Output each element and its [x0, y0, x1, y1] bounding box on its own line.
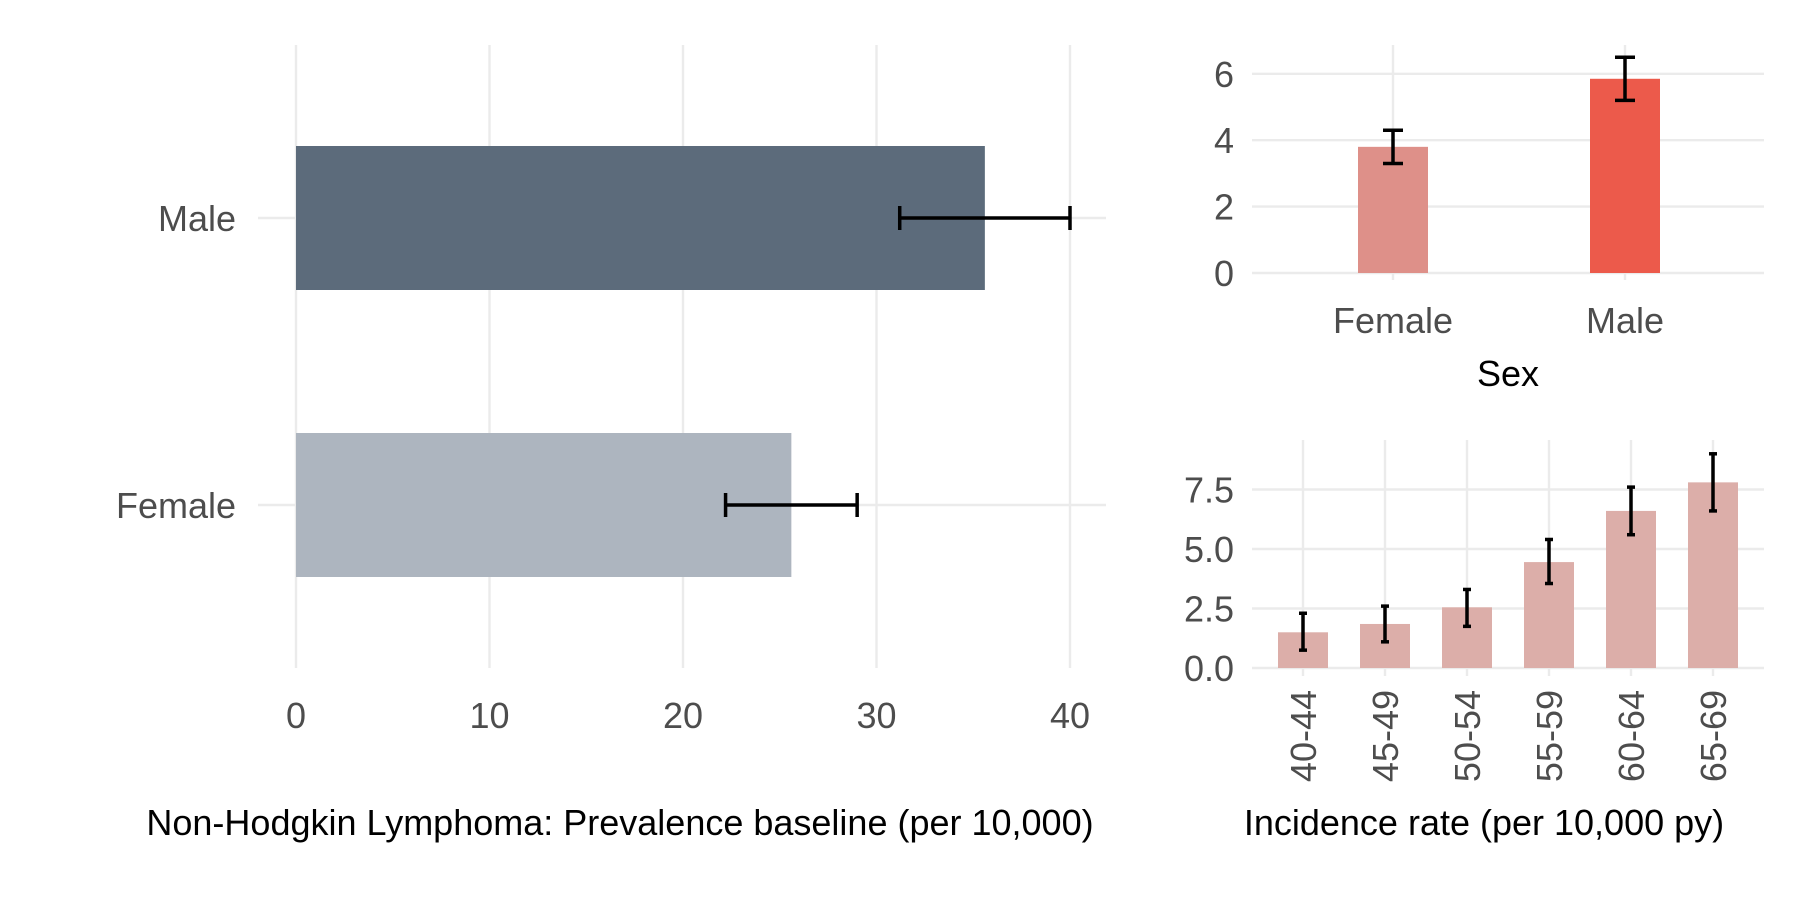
x-tick-label: 20: [663, 695, 703, 736]
x-tick-label: 65-69: [1693, 690, 1734, 782]
y-tick-label: 2: [1214, 187, 1234, 228]
y-tick-label: 6: [1214, 54, 1234, 95]
prevalence-x-axis-title: Non-Hodgkin Lymphoma: Prevalence baselin…: [146, 802, 1093, 843]
x-tick-label: 40: [1050, 695, 1090, 736]
y-tick-label: 0: [1214, 253, 1234, 294]
x-tick-label: Female: [1333, 300, 1453, 341]
x-tick-label: 50-54: [1447, 690, 1488, 782]
x-tick-label: 10: [469, 695, 509, 736]
bar-male: [1590, 78, 1660, 273]
bar-female: [1358, 146, 1428, 273]
sex-x-axis-title: Sex: [1477, 353, 1539, 394]
y-tick-label: 2.5: [1184, 589, 1234, 630]
prevalence-panel: Female Male 0 10 20 30 40: [116, 45, 1106, 736]
x-tick-label: Male: [1586, 300, 1664, 341]
x-tick-label: 60-64: [1611, 690, 1652, 782]
bar-age-60-64: [1606, 510, 1656, 668]
incidence-x-axis-title: Incidence rate (per 10,000 py): [1244, 802, 1724, 843]
y-tick-label: 0.0: [1184, 648, 1234, 689]
y-tick-label: 5.0: [1184, 529, 1234, 570]
bar-age-65-69: [1688, 482, 1738, 668]
y-tick-label: 7.5: [1184, 470, 1234, 511]
x-tick-label: 45-49: [1365, 690, 1406, 782]
x-tick-label: 30: [856, 695, 896, 736]
y-tick-label: 4: [1214, 120, 1234, 161]
y-tick-label: Female: [116, 485, 236, 526]
x-tick-label: 55-59: [1529, 690, 1570, 782]
bar-male: [296, 146, 985, 290]
incidence-by-sex-panel: 0 2 4 6 Female Male: [1214, 45, 1764, 341]
x-tick-label: 40-44: [1283, 690, 1324, 782]
bar-female: [296, 433, 792, 577]
y-tick-label: Male: [158, 198, 236, 239]
x-tick-label: 0: [286, 695, 306, 736]
incidence-by-age-panel: 0.0 2.5 5.0 7.5 40-44 45-49 50-54 55-59 60-64 65-…: [1184, 440, 1764, 782]
